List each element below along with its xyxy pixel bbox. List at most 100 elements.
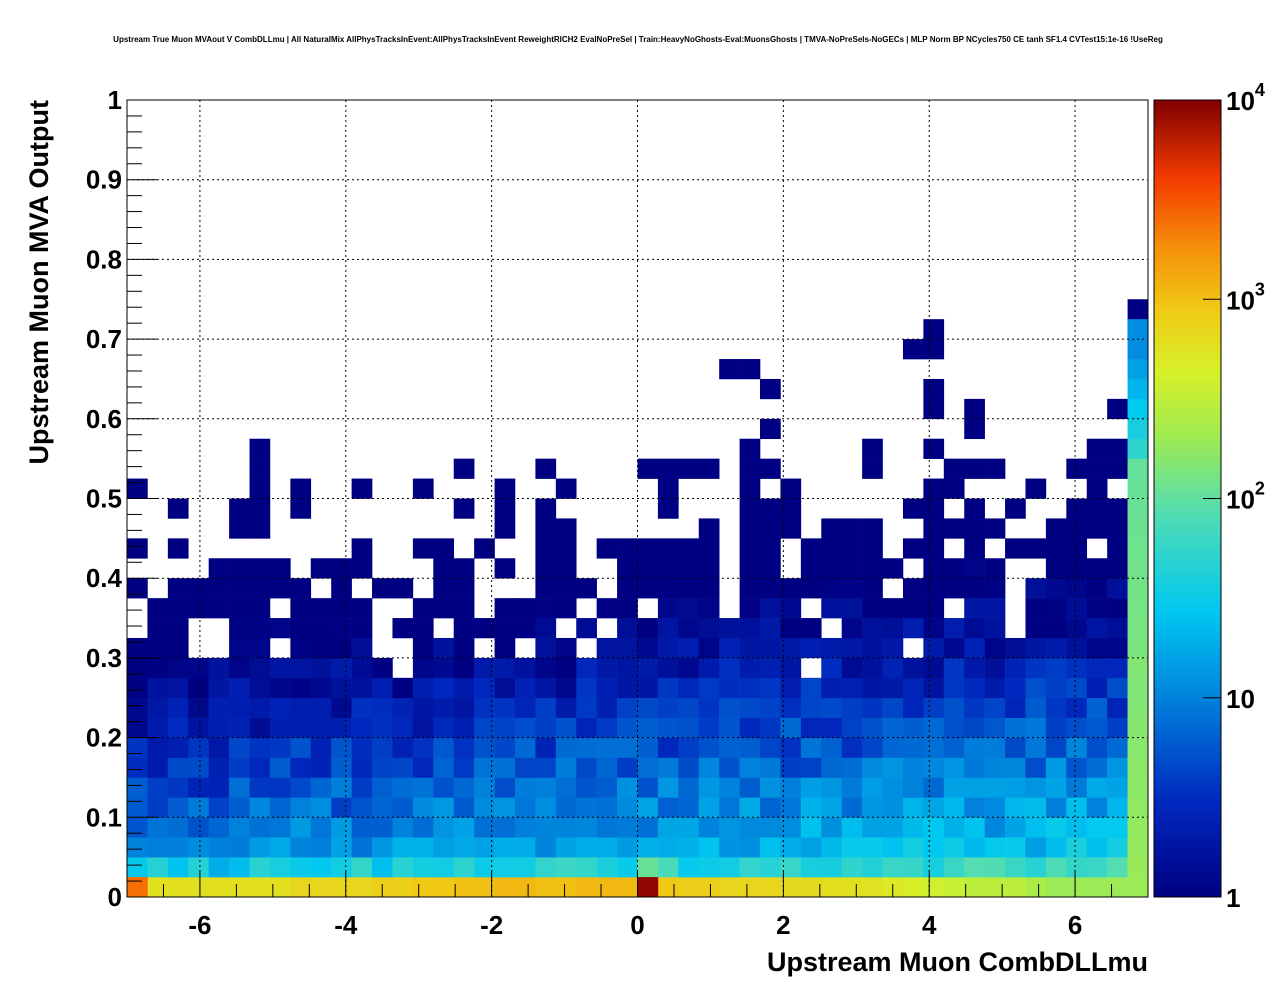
heatmap-cell: [657, 558, 679, 579]
heatmap-cell: [576, 578, 597, 599]
colorbar-segment: [1154, 594, 1221, 599]
heatmap-cell: [514, 797, 536, 818]
colorbar-segment: [1154, 765, 1221, 770]
heatmap-cell: [188, 598, 209, 619]
heatmap-cell: [310, 637, 332, 659]
colorbar-segment: [1154, 598, 1221, 603]
heatmap-cell: [739, 697, 761, 718]
colorbar-segment: [1154, 343, 1221, 348]
heatmap-cell: [1107, 458, 1128, 479]
heatmap-cell: [596, 538, 618, 559]
heatmap-cell: [882, 817, 904, 838]
colorbar-segment: [1154, 195, 1221, 201]
heatmap-cell: [984, 877, 1006, 898]
heatmap-cell: [780, 837, 802, 858]
colorbar-segment: [1154, 231, 1221, 236]
heatmap-cell: [412, 618, 434, 639]
heatmap-cell: [923, 777, 945, 798]
heatmap-cell: [739, 857, 761, 878]
heatmap-cell: [1066, 657, 1088, 679]
colorbar-segment: [1154, 653, 1221, 659]
heatmap-cell: [678, 737, 700, 758]
heatmap-cell: [331, 857, 352, 878]
heatmap-cell: [862, 657, 883, 679]
heatmap-cell: [800, 837, 822, 858]
colorbar-segment: [1154, 681, 1221, 687]
heatmap-cell: [1066, 777, 1088, 798]
heatmap-cell: [576, 657, 597, 679]
heatmap-cell: [943, 797, 965, 818]
colorbar-segment: [1154, 570, 1221, 575]
heatmap-cell: [167, 618, 189, 639]
colorbar-segment: [1154, 829, 1221, 834]
colorbar-segment: [1154, 645, 1221, 651]
colorbar-segment: [1154, 510, 1221, 515]
heatmap-cell: [249, 857, 271, 878]
heatmap-cell: [882, 697, 904, 718]
heatmap-cell: [1025, 677, 1047, 699]
heatmap-cell: [657, 757, 679, 778]
heatmap-cell: [494, 877, 516, 898]
colorbar-segment: [1154, 335, 1221, 340]
heatmap-cell: [494, 558, 516, 579]
heatmap-cell: [453, 877, 475, 898]
y-tick-label: 0.6: [86, 404, 122, 434]
heatmap-cell: [739, 777, 761, 798]
heatmap-cell: [698, 797, 720, 818]
colorbar-segment: [1154, 247, 1221, 252]
heatmap-cell: [617, 857, 638, 878]
heatmap-cell: [514, 697, 536, 718]
heatmap-cell: [372, 837, 393, 858]
heatmap-cell: [1127, 538, 1149, 559]
heatmap-cell: [535, 837, 557, 858]
colorbar-segment: [1154, 311, 1221, 316]
colorbar-segment: [1154, 610, 1221, 615]
heatmap-cell: [760, 777, 781, 798]
heatmap-cell: [862, 518, 883, 539]
heatmap-cell: [535, 717, 557, 738]
colorbar-segment: [1154, 825, 1221, 830]
heatmap-cell: [862, 697, 883, 718]
heatmap-cell: [902, 598, 924, 619]
heatmap-cell: [821, 837, 842, 858]
heatmap-cell: [698, 637, 720, 659]
heatmap-cell: [984, 817, 1006, 838]
colorbar-segment: [1154, 331, 1221, 336]
heatmap-cell: [739, 717, 761, 738]
heatmap-cell: [821, 578, 842, 599]
heatmap-cell: [147, 797, 169, 818]
colorbar-segment: [1154, 558, 1221, 563]
heatmap-cell: [739, 637, 761, 659]
heatmap-cell: [290, 598, 312, 619]
heatmap-cell: [555, 757, 577, 778]
heatmap-cell: [657, 797, 679, 818]
heatmap-cell: [188, 697, 209, 718]
heatmap-cell: [1107, 637, 1128, 659]
heatmap-cell: [555, 538, 577, 559]
heatmap-cell: [596, 877, 618, 898]
heatmap-cell: [1107, 558, 1128, 579]
heatmap-cell: [1086, 677, 1108, 699]
heatmap-cell: [494, 677, 516, 699]
heatmap-cell: [535, 618, 557, 639]
heatmap-cell: [310, 677, 332, 699]
heatmap-cell: [657, 837, 679, 858]
heatmap-cell: [1127, 857, 1149, 878]
heatmap-cell: [882, 598, 904, 619]
heatmap-cell: [739, 737, 761, 758]
colorbar-exponent: 2: [1255, 479, 1265, 499]
heatmap-cell: [637, 837, 659, 858]
heatmap-cell: [514, 677, 536, 699]
heatmap-cell: [780, 817, 802, 838]
heatmap-cell: [453, 498, 475, 519]
heatmap-cell: [392, 578, 414, 599]
colorbar-segment: [1154, 139, 1221, 145]
heatmap-cell: [555, 777, 577, 798]
heatmap-cell: [862, 677, 883, 699]
heatmap-cell: [167, 538, 189, 559]
heatmap-cell: [902, 657, 924, 679]
heatmap-cell: [964, 697, 985, 718]
colorbar-segment: [1154, 889, 1221, 894]
heatmap-cell: [1045, 578, 1067, 599]
colorbar-segment: [1154, 474, 1221, 480]
